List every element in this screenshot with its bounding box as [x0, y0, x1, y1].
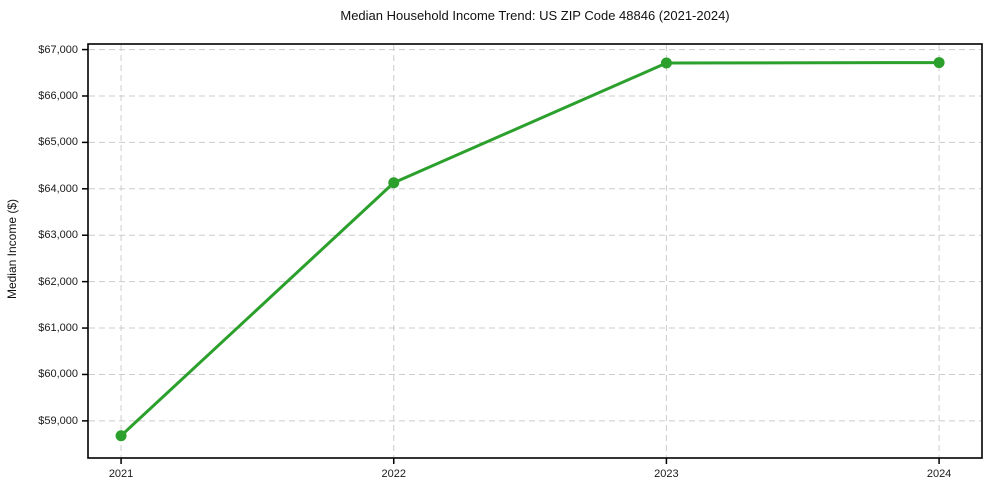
x-tick-label: 2024	[926, 468, 952, 480]
y-tick-label: $65,000	[38, 136, 78, 149]
y-tick-label: $61,000	[38, 322, 78, 335]
y-tick-label: $67,000	[38, 43, 78, 56]
data-point-marker	[388, 177, 400, 189]
x-tick-label: 2021	[108, 468, 134, 480]
y-tick-label: $66,000	[38, 89, 78, 102]
y-tick-label: $60,000	[38, 368, 78, 381]
income-trend-line	[120, 61, 940, 437]
y-axis-label: Median Income ($)	[5, 198, 19, 300]
y-tick-label: $63,000	[38, 229, 78, 242]
x-tick-label: 2023	[654, 468, 679, 480]
x-tick-label: 2022	[381, 468, 406, 480]
data-point-marker	[115, 430, 127, 442]
data-point-marker	[933, 57, 945, 69]
y-tick-label: $62,000	[38, 275, 78, 288]
y-tick-label: $59,000	[38, 414, 78, 427]
y-tick-label: $64,000	[38, 182, 78, 195]
chart-title: Median Household Income Trend: US ZIP Co…	[340, 8, 730, 23]
plot-frame	[87, 43, 983, 459]
data-point-marker	[660, 57, 672, 69]
